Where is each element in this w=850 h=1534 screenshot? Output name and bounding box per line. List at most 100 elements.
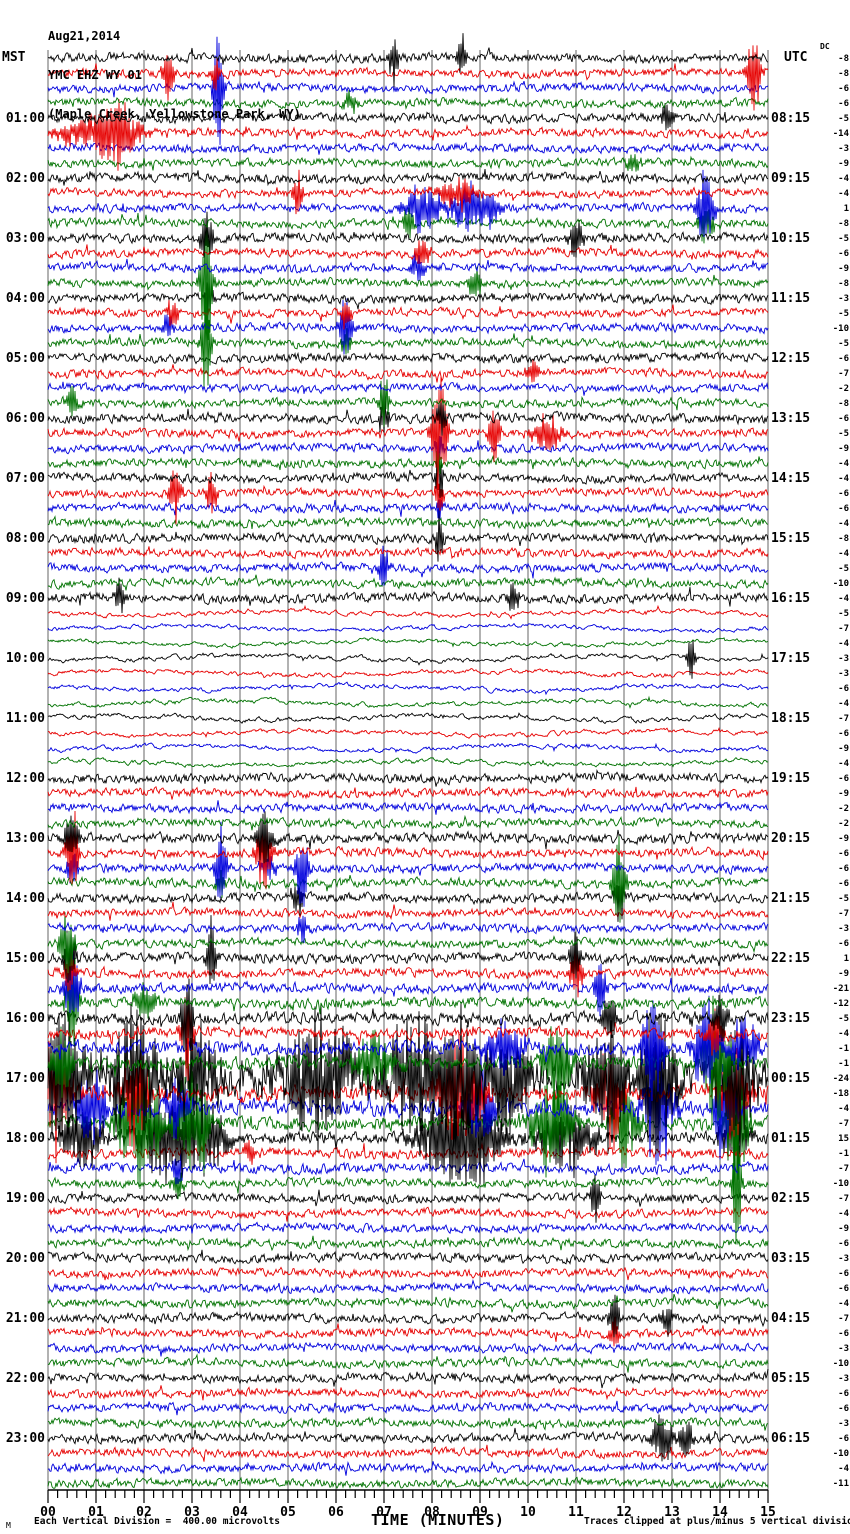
corner-mark: M — [6, 1521, 11, 1530]
dc-offset-value: -9 — [838, 444, 849, 454]
trace-row — [47, 168, 769, 187]
dc-offset-value: -9 — [838, 744, 849, 754]
utc-hour-label: 09:15 — [771, 171, 810, 186]
dc-offset-value: -4 — [838, 459, 849, 469]
dc-offset-value: -9 — [838, 264, 849, 274]
dc-offset-value: -6 — [838, 414, 849, 424]
dc-offset-value: -6 — [838, 504, 849, 514]
dc-offset-value: -6 — [838, 849, 849, 859]
trace-row — [47, 1150, 769, 1185]
minute-label: 01 — [88, 1505, 104, 1520]
dc-offset-value: -9 — [838, 159, 849, 169]
dc-offset-value: -3 — [838, 1419, 849, 1429]
trace-row — [47, 1206, 769, 1222]
mst-hour-label: 16:00 — [6, 1011, 45, 1026]
trace-row — [48, 546, 769, 560]
dc-offset-value: -5 — [838, 609, 849, 619]
mst-hour-label: 21:00 — [6, 1311, 45, 1326]
trace-row — [47, 756, 769, 769]
dc-offset-value: -3 — [838, 1374, 849, 1384]
dc-offset-value: -3 — [838, 1344, 849, 1354]
dc-offset-value: -4 — [838, 759, 849, 769]
trace-row — [47, 742, 769, 754]
dc-offset-value: -12 — [833, 999, 849, 1009]
minute-label: 10 — [520, 1505, 536, 1520]
dc-offset-value: -24 — [833, 1074, 850, 1084]
minute-label: 08 — [424, 1505, 440, 1520]
dc-offset-value: -4 — [838, 639, 849, 649]
dc-offset-value: -4 — [838, 174, 849, 184]
title-block: Aug21,2014 YMC EHZ WY 01 (Maple Creek, Y… — [48, 4, 301, 147]
dc-offset-value: -4 — [838, 1464, 849, 1474]
dc-offset-value: -7 — [838, 1314, 849, 1324]
trace-row — [47, 814, 769, 831]
dc-offset-value: -5 — [838, 894, 849, 904]
minute-label: 06 — [328, 1505, 344, 1520]
dc-offset-value: -6 — [838, 1239, 849, 1249]
trace-row — [47, 169, 769, 238]
dc-offset-value: -4 — [838, 699, 849, 709]
dc-offset-value: -1 — [838, 1149, 849, 1159]
minute-label: 14 — [712, 1505, 728, 1520]
dc-offset-value: -4 — [838, 549, 849, 559]
utc-hour-label: 18:15 — [771, 711, 810, 726]
dc-offset-value: -6 — [838, 684, 849, 694]
mst-hour-label: 23:00 — [6, 1431, 45, 1446]
trace-row — [47, 1279, 769, 1295]
minute-label: 04 — [232, 1505, 248, 1520]
trace-row — [47, 995, 769, 1102]
mst-hour-label: 06:00 — [6, 411, 45, 426]
mst-hour-label: 04:00 — [6, 291, 45, 306]
trace-row — [47, 293, 769, 387]
minute-label: 09 — [472, 1505, 488, 1520]
utc-hour-label: 05:15 — [771, 1371, 810, 1386]
trace-row — [47, 89, 769, 115]
mst-hour-label: 18:00 — [6, 1131, 45, 1146]
dc-offset-value: -5 — [838, 309, 849, 319]
utc-hour-label: 16:15 — [771, 591, 810, 606]
trace-row — [47, 381, 769, 396]
trace-row — [47, 622, 769, 634]
trace-row — [47, 1235, 769, 1252]
mst-hour-label: 01:00 — [6, 111, 45, 126]
trace-row — [47, 240, 769, 264]
trace-row — [47, 946, 769, 998]
dc-offset-value: -3 — [838, 294, 849, 304]
date-label: Aug21,2014 — [48, 29, 121, 43]
trace-row — [47, 1414, 769, 1462]
trace-row — [47, 577, 769, 614]
trace-row — [47, 450, 769, 475]
mst-hour-label: 14:00 — [6, 891, 45, 906]
dc-offset-value: -1 — [838, 1059, 849, 1069]
trace-row — [47, 279, 769, 318]
trace-row — [47, 574, 769, 591]
left-timezone-label: MST — [2, 50, 26, 65]
dc-offset-value: -9 — [838, 969, 849, 979]
dc-offset-value: -9 — [838, 1224, 849, 1234]
trace-row — [47, 211, 769, 258]
dc-offset-value: -3 — [838, 144, 849, 154]
trace-row — [47, 1133, 769, 1245]
dc-offset-value: -21 — [833, 984, 849, 994]
utc-hour-label: 21:15 — [771, 891, 810, 906]
dc-offset-value: 15 — [838, 1134, 849, 1144]
dc-offset-value: -5 — [838, 1014, 849, 1024]
trace-row — [47, 695, 769, 709]
dc-offset-header: DC — [820, 42, 830, 51]
trace-row — [47, 376, 769, 490]
trace-row — [47, 637, 769, 649]
trace-row — [47, 99, 769, 171]
trace-row — [47, 470, 769, 525]
dc-offset-value: -4 — [838, 519, 849, 529]
utc-hour-label: 01:15 — [771, 1131, 810, 1146]
dc-offset-value: -10 — [833, 324, 849, 334]
trace-row — [47, 45, 769, 111]
trace-row — [47, 1249, 769, 1265]
dc-offset-value: -8 — [838, 399, 849, 409]
dc-offset-value: -6 — [838, 864, 849, 874]
dc-offset-value: 1 — [844, 204, 849, 214]
dc-offset-value: -7 — [838, 1194, 849, 1204]
dc-offset-value: -4 — [838, 189, 849, 199]
trace-row — [47, 943, 769, 1017]
dc-offset-value: -8 — [838, 54, 849, 64]
